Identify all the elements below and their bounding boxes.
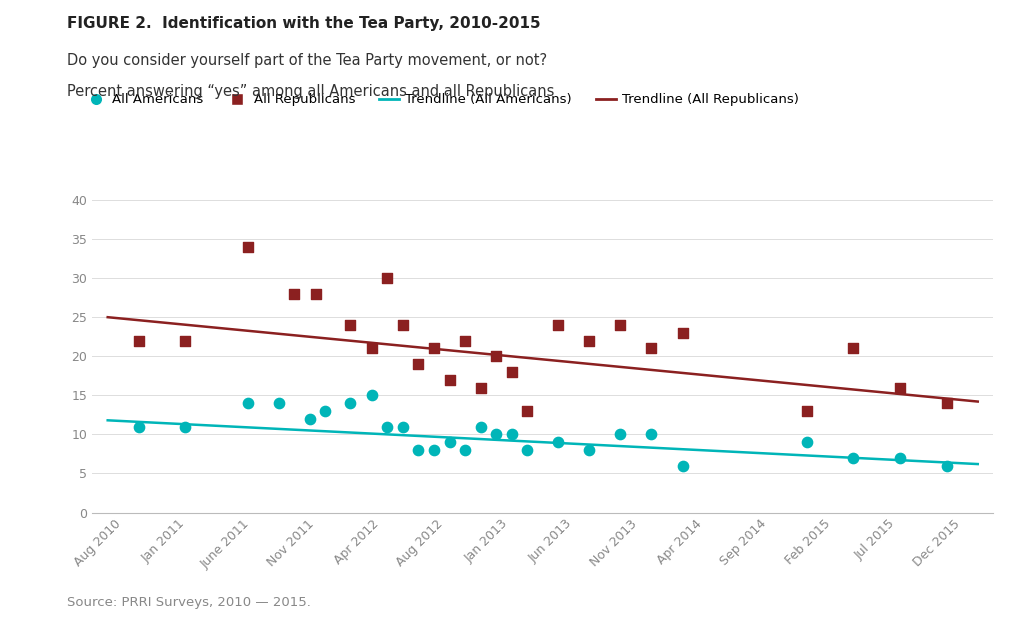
All Republicans — [379, 273, 395, 283]
All Republicans — [519, 406, 536, 416]
All Republicans — [177, 336, 194, 346]
All Americans — [317, 406, 334, 416]
All Americans — [612, 429, 629, 439]
All Republicans — [550, 320, 566, 330]
All Americans — [411, 445, 427, 455]
Legend: All Americans, All Republicans, Trendline (All Americans), Trendline (All Republ: All Americans, All Republicans, Trendlin… — [81, 88, 804, 111]
All Republicans — [472, 382, 488, 392]
All Republicans — [487, 351, 504, 361]
All Republicans — [131, 336, 147, 346]
All Americans — [643, 429, 659, 439]
Text: Do you consider yourself part of the Tea Party movement, or not?: Do you consider yourself part of the Tea… — [67, 53, 547, 68]
Text: Source: PRRI Surveys, 2010 — 2015.: Source: PRRI Surveys, 2010 — 2015. — [67, 596, 310, 609]
All Americans — [487, 429, 504, 439]
All Republicans — [411, 359, 427, 369]
All Republicans — [938, 398, 954, 408]
All Americans — [379, 421, 395, 431]
All Americans — [675, 461, 691, 471]
All Republicans — [845, 344, 861, 354]
All Americans — [270, 398, 287, 408]
Text: FIGURE 2.  Identification with the Tea Party, 2010-2015: FIGURE 2. Identification with the Tea Pa… — [67, 16, 541, 31]
All Americans — [892, 452, 908, 462]
All Republicans — [582, 336, 598, 346]
All Americans — [504, 429, 520, 439]
All Americans — [301, 414, 317, 424]
All Americans — [426, 445, 442, 455]
All Americans — [457, 445, 473, 455]
All Americans — [845, 452, 861, 462]
All Americans — [550, 438, 566, 448]
All Republicans — [892, 382, 908, 392]
All Republicans — [286, 289, 302, 299]
All Republicans — [504, 367, 520, 377]
All Republicans — [799, 406, 815, 416]
All Americans — [519, 445, 536, 455]
All Republicans — [675, 328, 691, 338]
All Republicans — [612, 320, 629, 330]
All Americans — [938, 461, 954, 471]
All Americans — [131, 421, 147, 431]
Text: Percent answering “yes” among all Americans and all Republicans: Percent answering “yes” among all Americ… — [67, 84, 554, 99]
All Americans — [582, 445, 598, 455]
All Republicans — [441, 375, 458, 385]
All Americans — [342, 398, 358, 408]
All Republicans — [394, 320, 411, 330]
All Republicans — [457, 336, 473, 346]
All Americans — [240, 398, 256, 408]
All Republicans — [426, 344, 442, 354]
All Americans — [177, 421, 194, 431]
All Americans — [799, 438, 815, 448]
All Republicans — [643, 344, 659, 354]
All Republicans — [240, 242, 256, 252]
All Americans — [472, 421, 488, 431]
All Republicans — [364, 344, 380, 354]
All Republicans — [342, 320, 358, 330]
All Americans — [364, 390, 380, 401]
All Americans — [441, 438, 458, 448]
All Republicans — [307, 289, 324, 299]
All Americans — [394, 421, 411, 431]
